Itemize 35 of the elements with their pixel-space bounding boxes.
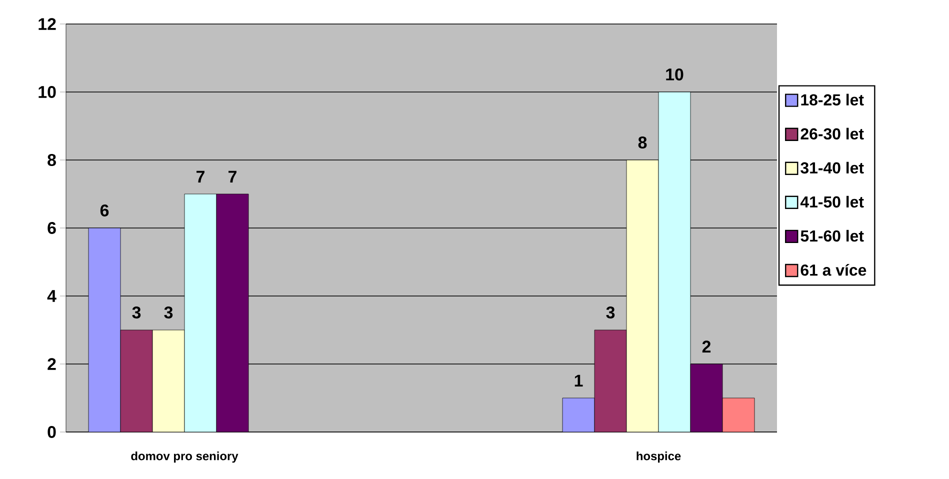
data-label: 1 <box>574 374 583 386</box>
bar <box>120 330 153 432</box>
y-tick-label: 2 <box>48 358 56 370</box>
bar <box>626 160 659 432</box>
data-label: 8 <box>638 136 647 148</box>
y-tick-label: 4 <box>47 290 56 302</box>
y-tick-label: 8 <box>48 154 56 166</box>
data-label: 10 <box>666 68 684 80</box>
legend-label: 26-30 let <box>800 128 864 140</box>
legend-label: 41-50 let <box>800 196 864 208</box>
bar <box>216 194 248 432</box>
x-tick-label: hospice <box>636 452 681 463</box>
legend-label: 18-25 let <box>801 94 864 106</box>
bar <box>658 92 691 432</box>
legend-label: 61 a více <box>800 264 866 276</box>
bar <box>594 330 627 432</box>
y-tick-label: 12 <box>38 18 56 30</box>
bar <box>184 194 216 432</box>
data-label: 3 <box>132 306 141 318</box>
y-tick-label: 6 <box>48 222 56 234</box>
data-label: 3 <box>164 306 173 318</box>
bar <box>562 398 595 432</box>
x-tick-label: domov pro seniory <box>131 452 238 463</box>
bar <box>690 364 723 432</box>
data-label: 7 <box>228 170 236 182</box>
bar <box>88 228 121 432</box>
data-label: 6 <box>100 204 109 216</box>
y-tick-label: 0 <box>48 426 56 438</box>
data-label: 2 <box>702 340 711 352</box>
y-tick-label: 10 <box>38 86 56 98</box>
bar <box>152 330 184 432</box>
data-label: 3 <box>606 306 615 318</box>
legend-label: 31-40 let <box>800 162 864 174</box>
legend-label: 51-60 let <box>800 230 864 242</box>
data-label: 7 <box>196 170 204 182</box>
